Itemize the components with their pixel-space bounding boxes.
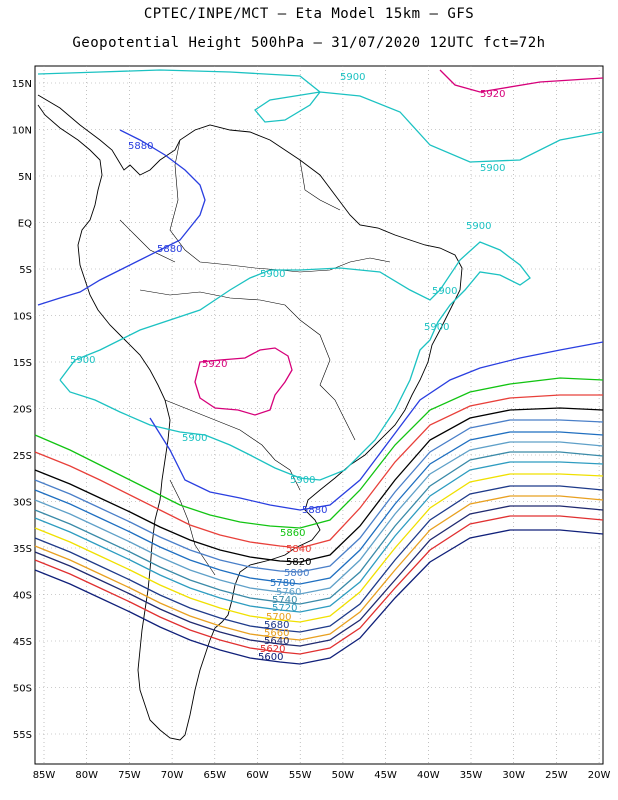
contour-5740 <box>34 451 604 605</box>
coastline <box>37 94 463 741</box>
contour-label: 5900 <box>432 286 457 297</box>
map-frame <box>34 65 604 765</box>
contour-label: 5900 <box>340 72 365 83</box>
contour-5800 <box>34 419 604 573</box>
lat-tick-label: 15N <box>12 79 32 90</box>
contour-5680 <box>34 485 604 633</box>
contour-label: 5900 <box>290 475 315 486</box>
lat-tick-label: 30S <box>13 498 32 509</box>
contour-label: 5900 <box>424 322 449 333</box>
contour-label: 5800 <box>284 568 309 579</box>
contour-5620 <box>34 515 604 655</box>
contour-label: 5820 <box>286 557 311 568</box>
contour-label: 5900 <box>182 433 207 444</box>
contour-5720 <box>34 461 604 613</box>
lat-tick-label: 5N <box>18 172 32 183</box>
lon-tick-label: 70W <box>161 770 184 781</box>
contour-5920-center <box>194 347 293 416</box>
contour-label: 5720 <box>272 603 297 614</box>
contour-label: 5780 <box>270 578 295 589</box>
lat-tick-label: 55S <box>13 730 32 741</box>
contour-5660 <box>34 495 604 641</box>
contour-label: 5900 <box>260 269 285 280</box>
contour-label: 5600 <box>258 652 283 663</box>
lon-tick-label: 75W <box>118 770 141 781</box>
lat-tick-label: 35S <box>13 544 32 555</box>
contour-5820 <box>34 407 604 563</box>
contour-label: 5680 <box>264 620 289 631</box>
contour-label: 5900 <box>466 221 491 232</box>
contour-5760 <box>34 441 604 595</box>
lon-tick-label: 55W <box>289 770 312 781</box>
contour-label: 5880 <box>302 505 327 516</box>
lon-tick-label: 25W <box>545 770 568 781</box>
contour-5840 <box>34 394 603 549</box>
lon-tick-label: 85W <box>33 770 56 781</box>
latitude-labels: 15N 10N 5N EQ 5S 10S 15S 20S 25S 30S 35S 40S 45S 50S 5… <box>12 79 32 741</box>
map-title-line2: Geopotential Height 500hPa – 31/07/2020 … <box>72 35 546 51</box>
lon-tick-label: 60W <box>246 770 269 781</box>
contour-5600 <box>34 529 604 665</box>
lon-tick-label: 50W <box>332 770 355 781</box>
lon-tick-label: 65W <box>203 770 226 781</box>
contour-label: 5900 <box>70 355 95 366</box>
lon-tick-label: 80W <box>75 770 98 781</box>
lat-tick-label: 50S <box>13 684 32 695</box>
contour-labels: 5900 5920 5880 5900 5900 5880 5900 5900 … <box>70 72 505 663</box>
contour-label: 5880 <box>157 244 182 255</box>
longitude-labels: 85W 80W 75W 70W 65W 60W 55W 50W 45W 40W 35W 30W 25W 2… <box>33 770 611 781</box>
lat-tick-label: 10S <box>13 312 32 323</box>
contour-label: 5760 <box>276 587 301 598</box>
contour-5900-north <box>37 69 604 163</box>
graticule <box>35 66 603 764</box>
contour-5920-north <box>439 69 604 93</box>
contour-5640 <box>34 505 604 647</box>
contour-5700 <box>34 473 604 623</box>
contour-label: 5620 <box>260 644 285 655</box>
contour-5860 <box>34 377 604 529</box>
lat-tick-label: 40S <box>13 591 32 602</box>
lat-tick-label: 20S <box>13 405 32 416</box>
contour-label: 5660 <box>264 628 289 639</box>
lat-tick-label: 15S <box>13 358 32 369</box>
map-title-line1: CPTEC/INPE/MCT – Eta Model 15km – GFS <box>143 6 475 22</box>
lon-tick-label: 30W <box>502 770 525 781</box>
contour-label: 5840 <box>286 544 311 555</box>
contour-label: 5860 <box>280 528 305 539</box>
contour-5880 <box>37 129 604 511</box>
contour-label: 5900 <box>480 163 505 174</box>
contour-label: 5880 <box>128 141 153 152</box>
contour-5900-center <box>59 241 531 481</box>
lon-tick-label: 20W <box>588 770 611 781</box>
contour-label: 5640 <box>264 636 289 647</box>
lon-tick-label: 40W <box>417 770 440 781</box>
lat-tick-label: 45S <box>13 637 32 648</box>
contour-label: 5920 <box>202 359 227 370</box>
contour-label: 5700 <box>266 612 291 623</box>
lon-tick-label: 45W <box>374 770 397 781</box>
height-contours <box>34 69 604 665</box>
contour-label: 5740 <box>272 595 297 606</box>
lon-tick-label: 35W <box>460 770 483 781</box>
contour-5780 <box>34 431 604 585</box>
contour-label: 5920 <box>480 89 505 100</box>
lat-tick-label: 5S <box>19 265 32 276</box>
lat-tick-label: EQ <box>18 219 32 230</box>
lat-tick-label: 25S <box>13 451 32 462</box>
lat-tick-label: 10N <box>12 126 32 137</box>
